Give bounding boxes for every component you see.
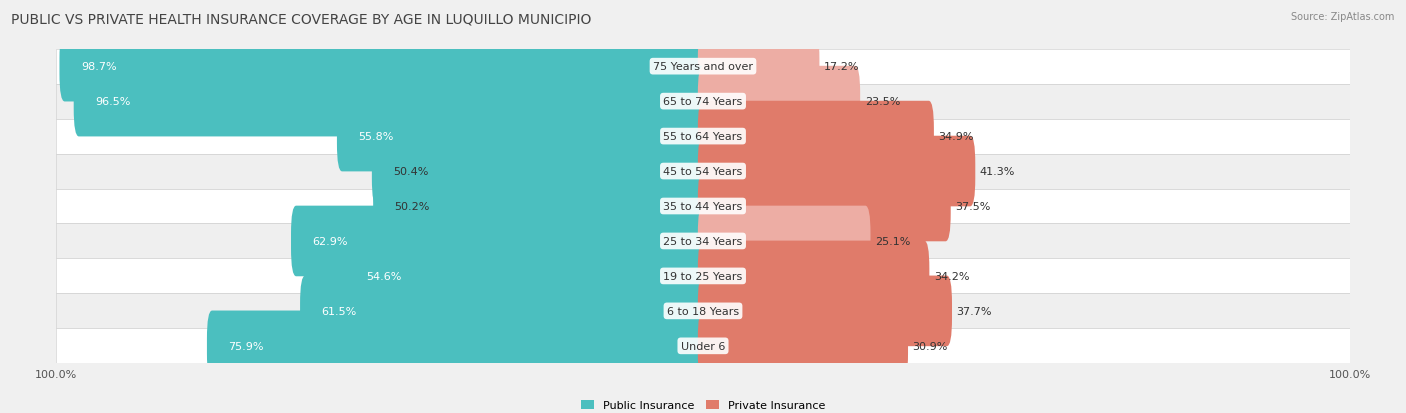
- FancyBboxPatch shape: [337, 102, 709, 172]
- Bar: [56, 154, 1350, 189]
- Text: 34.9%: 34.9%: [938, 132, 974, 142]
- FancyBboxPatch shape: [697, 102, 934, 172]
- Text: 30.9%: 30.9%: [912, 341, 948, 351]
- Text: 55 to 64 Years: 55 to 64 Years: [664, 132, 742, 142]
- Bar: [56, 84, 1350, 119]
- Text: 98.7%: 98.7%: [80, 62, 117, 72]
- Text: 25 to 34 Years: 25 to 34 Years: [664, 236, 742, 247]
- Legend: Public Insurance, Private Insurance: Public Insurance, Private Insurance: [576, 395, 830, 413]
- Text: 61.5%: 61.5%: [322, 306, 357, 316]
- Text: Source: ZipAtlas.com: Source: ZipAtlas.com: [1291, 12, 1395, 22]
- Text: 75 Years and over: 75 Years and over: [652, 62, 754, 72]
- FancyBboxPatch shape: [697, 311, 908, 381]
- Text: 45 to 54 Years: 45 to 54 Years: [664, 166, 742, 177]
- FancyBboxPatch shape: [373, 171, 709, 242]
- FancyBboxPatch shape: [697, 136, 976, 207]
- Bar: [56, 50, 1350, 84]
- Bar: [56, 119, 1350, 154]
- Text: 65 to 74 Years: 65 to 74 Years: [664, 97, 742, 107]
- Text: 19 to 25 Years: 19 to 25 Years: [664, 271, 742, 281]
- Bar: [56, 259, 1350, 294]
- Text: 50.4%: 50.4%: [394, 166, 429, 177]
- Text: 35 to 44 Years: 35 to 44 Years: [664, 202, 742, 211]
- Bar: [56, 189, 1350, 224]
- Text: 34.2%: 34.2%: [934, 271, 969, 281]
- FancyBboxPatch shape: [697, 171, 950, 242]
- FancyBboxPatch shape: [697, 206, 870, 277]
- Text: 96.5%: 96.5%: [96, 97, 131, 107]
- FancyBboxPatch shape: [299, 276, 709, 347]
- Text: 37.7%: 37.7%: [956, 306, 993, 316]
- FancyBboxPatch shape: [59, 32, 709, 102]
- Text: 25.1%: 25.1%: [875, 236, 911, 247]
- FancyBboxPatch shape: [697, 276, 952, 347]
- Text: 54.6%: 54.6%: [366, 271, 402, 281]
- Bar: [56, 224, 1350, 259]
- Text: 17.2%: 17.2%: [824, 62, 859, 72]
- Bar: [56, 329, 1350, 363]
- FancyBboxPatch shape: [371, 136, 709, 207]
- Text: 6 to 18 Years: 6 to 18 Years: [666, 306, 740, 316]
- Bar: [56, 294, 1350, 329]
- FancyBboxPatch shape: [344, 241, 709, 311]
- FancyBboxPatch shape: [697, 241, 929, 311]
- Text: 75.9%: 75.9%: [228, 341, 264, 351]
- FancyBboxPatch shape: [697, 66, 860, 137]
- Text: 50.2%: 50.2%: [395, 202, 430, 211]
- Text: 37.5%: 37.5%: [955, 202, 991, 211]
- Text: Under 6: Under 6: [681, 341, 725, 351]
- Text: 41.3%: 41.3%: [980, 166, 1015, 177]
- Text: 23.5%: 23.5%: [865, 97, 900, 107]
- Text: 62.9%: 62.9%: [312, 236, 347, 247]
- FancyBboxPatch shape: [73, 66, 709, 137]
- FancyBboxPatch shape: [697, 32, 820, 102]
- FancyBboxPatch shape: [291, 206, 709, 277]
- FancyBboxPatch shape: [207, 311, 709, 381]
- Text: PUBLIC VS PRIVATE HEALTH INSURANCE COVERAGE BY AGE IN LUQUILLO MUNICIPIO: PUBLIC VS PRIVATE HEALTH INSURANCE COVER…: [11, 12, 592, 26]
- Text: 55.8%: 55.8%: [359, 132, 394, 142]
